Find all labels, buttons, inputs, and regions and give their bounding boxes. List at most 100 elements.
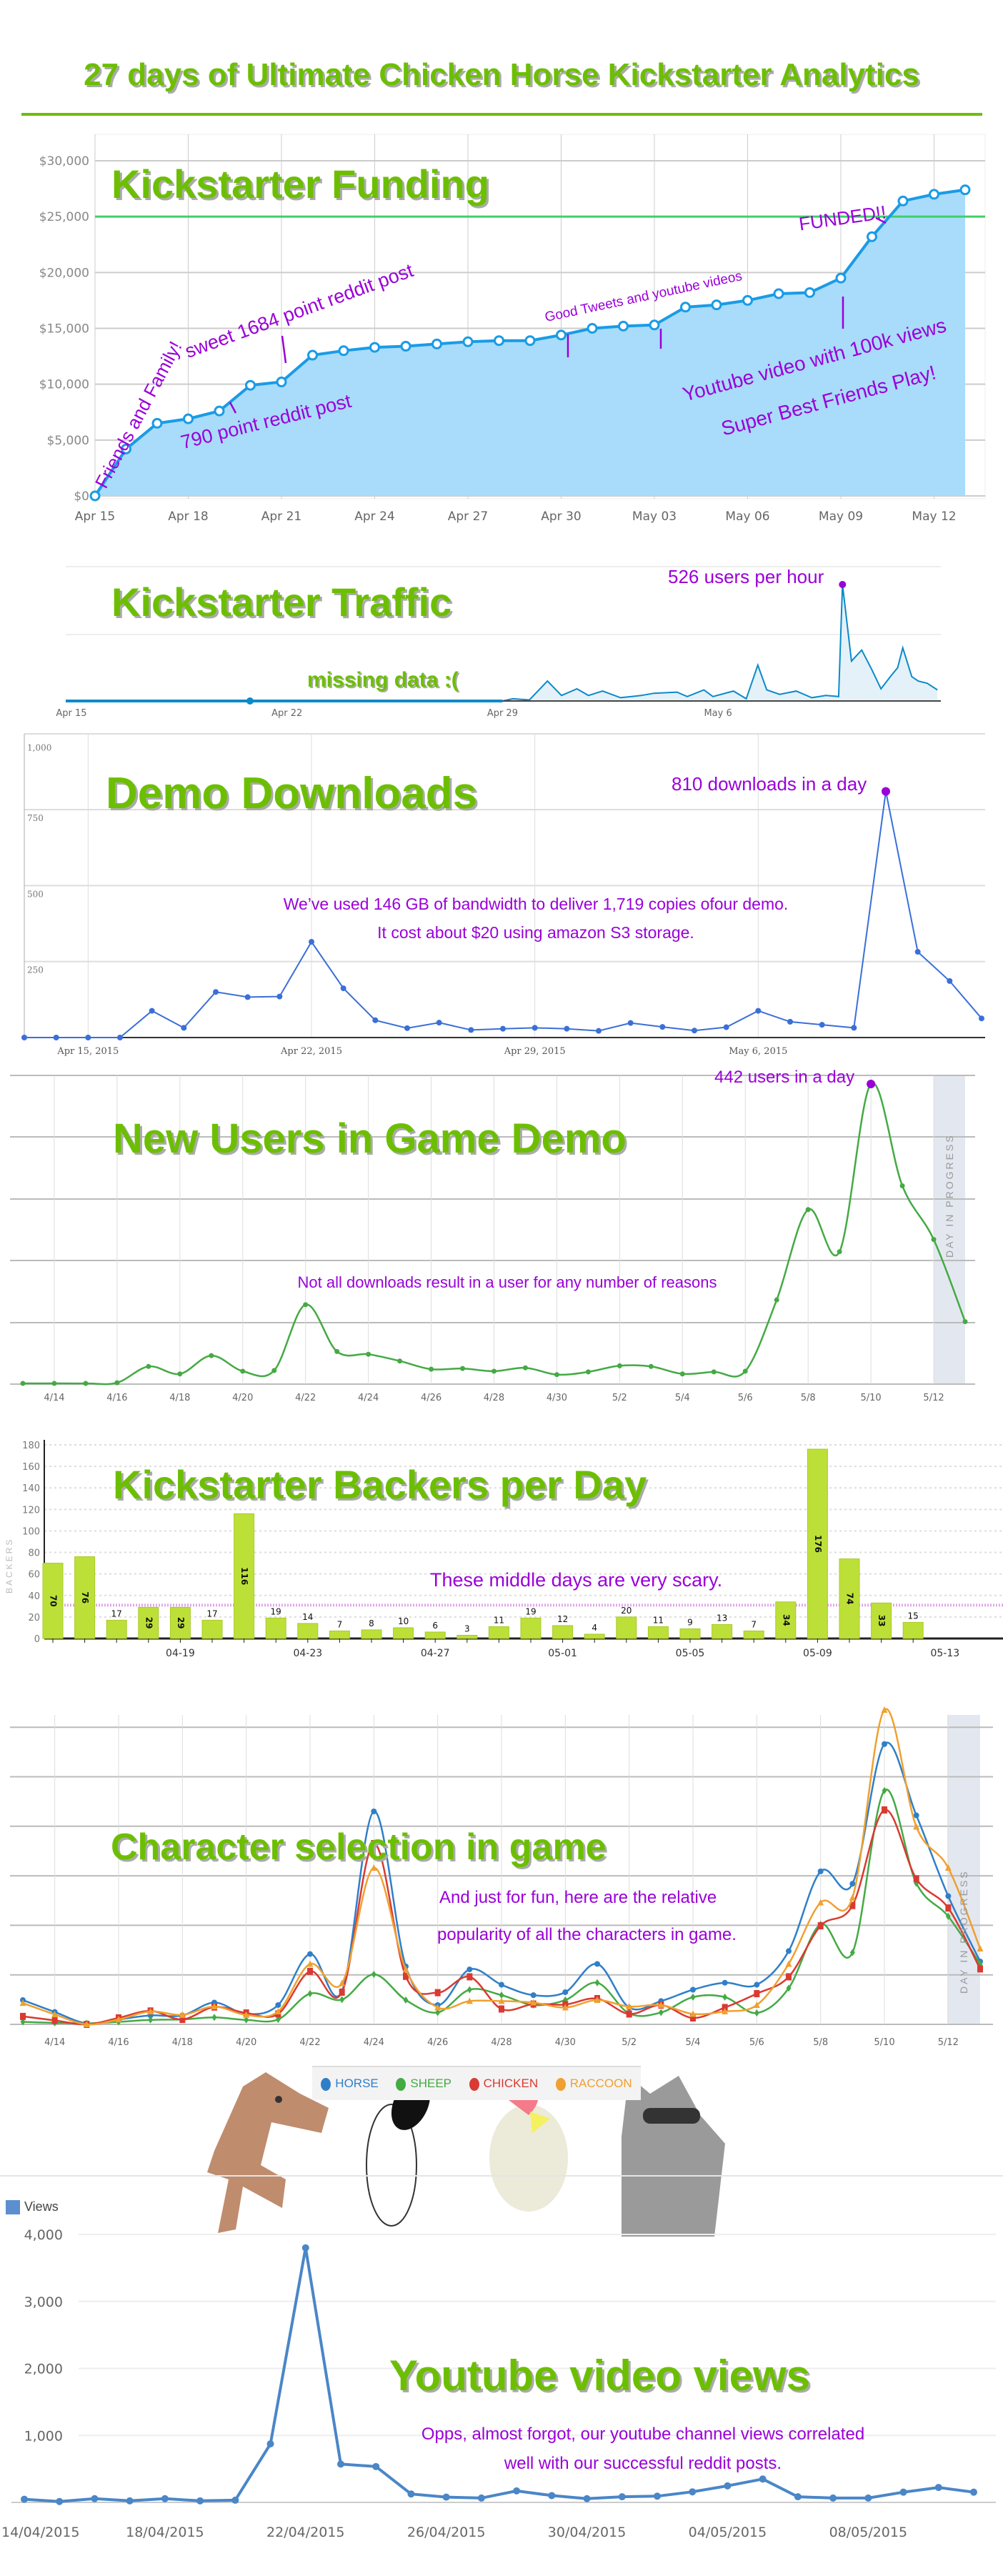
funding-xtick-label: Apr 15 [75, 509, 115, 524]
annotation-middle-days: These middle days are very scary. [430, 1569, 723, 1591]
annotation-bandwidth-line2: It cost about $20 using amazon S3 storag… [377, 923, 694, 942]
sheep-point [244, 2016, 249, 2024]
annotation-missing-data: missing data :( [307, 668, 459, 692]
funding-xtick-label: May 12 [912, 509, 956, 524]
users-xtick-label: 5/8 [801, 1393, 816, 1403]
demo-point [627, 1020, 634, 1026]
chicken-point [179, 2016, 186, 2024]
legend-item-raccoon[interactable]: RACCOON [555, 2077, 632, 2091]
funding-ytick-label: $5,000 [47, 434, 89, 448]
backers-data-label: 17 [206, 1608, 217, 1618]
raccoon-point [339, 1979, 346, 1986]
annotation-fun-line2: popularity of all the characters in game… [437, 1925, 737, 1944]
character-line-raccoon [22, 1708, 982, 2026]
character-xtick-label: 5/8 [813, 2037, 828, 2048]
backers-xtick-label: 05-13 [930, 1648, 959, 1659]
funding-point [121, 443, 131, 454]
funding-point [742, 294, 753, 306]
backers-data-label: 17 [111, 1608, 122, 1618]
backers-data-label: 13 [717, 1613, 727, 1623]
horse-point [945, 1893, 952, 1899]
youtube-point [794, 2493, 802, 2501]
new-users-title: New Users in Game Demo [113, 1115, 627, 1162]
youtube-point [970, 2488, 977, 2496]
users-point [83, 1381, 89, 1386]
users-point [303, 1302, 309, 1308]
users-point [460, 1366, 466, 1371]
demo-point [53, 1035, 59, 1040]
legend-label-chicken: CHICKEN [483, 2077, 539, 2090]
youtube-ytick-label: 2,000 [24, 2362, 63, 2377]
users-point [931, 1237, 937, 1243]
backers-ytick-label: 0 [34, 1634, 40, 1645]
demo-point [181, 1025, 187, 1031]
horse-eye-icon [275, 2096, 282, 2103]
backers-data-label: 19 [525, 1606, 536, 1616]
youtube-point [442, 2493, 450, 2501]
users-xtick-label: 4/16 [106, 1393, 127, 1403]
raccoon-point [83, 2021, 90, 2027]
raccoon-point [977, 1944, 984, 1951]
backers-bar [424, 1631, 446, 1639]
users-xtick-label: 4/28 [484, 1393, 504, 1403]
raccoon-point [849, 1894, 856, 1901]
sheep-point [594, 1979, 600, 1986]
day-in-progress-band [947, 1715, 980, 2024]
backers-bar [297, 1623, 319, 1639]
chicken-point [499, 2005, 504, 2013]
funding-ytick-label: $30,000 [39, 154, 89, 169]
character-xtick-label: 5/10 [874, 2037, 894, 2048]
raccoon-point [722, 2007, 729, 2014]
youtube-ytick-label: 3,000 [24, 2294, 63, 2310]
horse-point [690, 1986, 696, 1993]
backers-data-label: 14 [302, 1612, 313, 1622]
sheep-point [499, 1991, 504, 1999]
raccoon-point [498, 1997, 505, 2004]
backers-bar [42, 1563, 64, 1639]
funding-point [959, 184, 971, 196]
backers-data-label: 29 [176, 1617, 186, 1629]
funding-point [524, 335, 536, 347]
sheep-dot-icon [396, 2077, 406, 2091]
chicken-point [945, 1904, 952, 1912]
youtube-point [196, 2497, 204, 2505]
legend-item-sheep[interactable]: SHEEP [396, 2077, 451, 2091]
funding-ytick-label: $10,000 [39, 378, 89, 392]
legend-item-horse[interactable]: HORSE [321, 2077, 379, 2091]
youtube-xtick-label: 18/04/2015 [126, 2525, 204, 2540]
youtube-point [126, 2497, 134, 2505]
demo-point [117, 1035, 123, 1040]
youtube-ytick-label: 1,000 [24, 2428, 63, 2444]
funding-xtick-label: Apr 18 [168, 509, 208, 524]
chicken-point [849, 1901, 856, 1909]
chicken-point [754, 1990, 760, 1998]
users-point [899, 1183, 905, 1189]
demo-line [24, 791, 982, 1038]
traffic-xtick-label: Apr 29 [487, 708, 518, 719]
youtube-point [407, 2490, 415, 2498]
backers-bar [679, 1628, 701, 1639]
backers-bar [201, 1619, 223, 1639]
youtube-xtick-label: 04/05/2015 [689, 2525, 767, 2540]
users-point [837, 1249, 842, 1255]
users-point [774, 1297, 779, 1303]
demo-point [404, 1025, 410, 1031]
backers-bar [712, 1623, 733, 1639]
character-xtick-label: 4/14 [44, 2037, 65, 2048]
funding-point [618, 320, 629, 332]
annotation-810-downloads: 810 downloads in a day [672, 773, 867, 795]
chicken-point [882, 1806, 887, 1814]
backers-ytick-label: 120 [22, 1505, 40, 1516]
users-point [805, 1207, 811, 1213]
character-xtick-label: 4/24 [364, 2037, 384, 2048]
backers-bar [584, 1633, 605, 1639]
demo-point [21, 1035, 27, 1040]
demo-ytick-label: 500 [27, 889, 44, 899]
backers-data-label: 116 [239, 1567, 249, 1585]
funding-xtick-label: Apr 30 [541, 509, 581, 524]
funding-point [245, 379, 256, 391]
funding-ytick-label: $15,000 [39, 322, 89, 337]
backers-bar [456, 1634, 478, 1639]
legend-item-chicken[interactable]: CHICKEN [469, 2077, 539, 2091]
demo-point [882, 787, 890, 796]
